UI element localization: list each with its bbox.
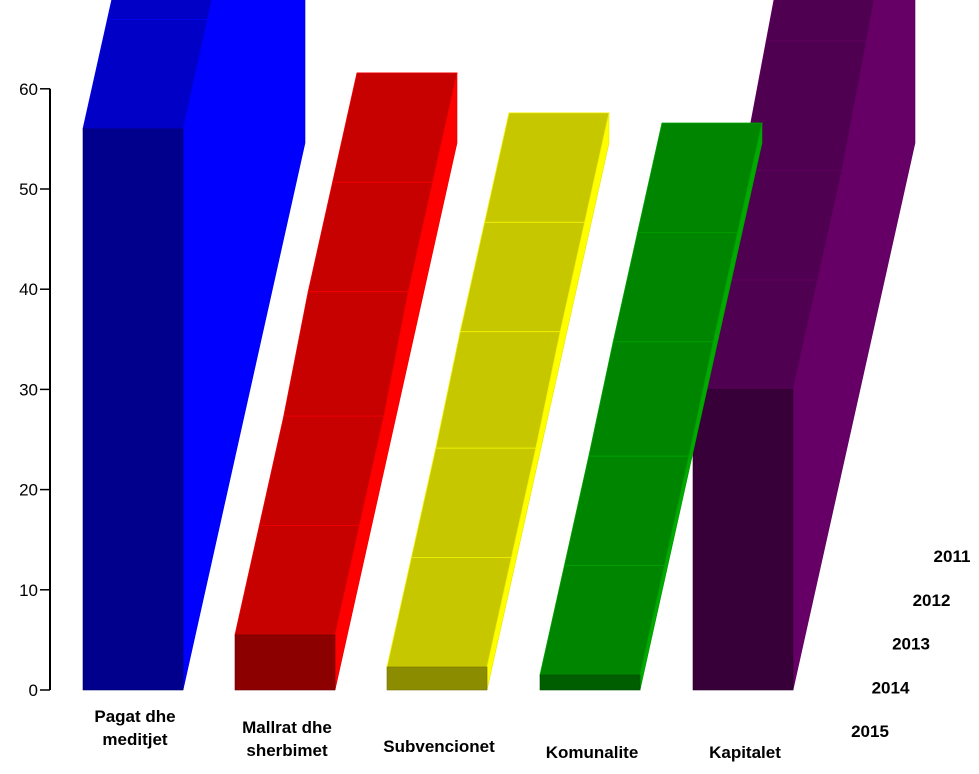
depth-labels: 2015 2014 2013 2012 2011 xyxy=(851,547,970,741)
bar-komunalite xyxy=(539,122,763,691)
y-tick-label: 0 xyxy=(29,681,38,700)
bars xyxy=(82,0,916,691)
series-label-2013: 2013 xyxy=(892,635,930,654)
category-label: Komunalite xyxy=(546,743,639,762)
category-label: Kapitalet xyxy=(709,743,781,762)
category-label: Pagat dhe xyxy=(94,707,175,726)
bar-front-face xyxy=(692,389,794,691)
y-axis: 0 10 20 30 40 50 60 xyxy=(19,80,51,700)
category-label: sherbimet xyxy=(246,741,328,760)
y-tick-label: 40 xyxy=(19,280,38,299)
y-tick-label: 10 xyxy=(19,581,38,600)
bar-front-face xyxy=(539,674,641,691)
bar-front-face xyxy=(386,666,488,691)
bar-subvencionet xyxy=(386,112,610,691)
y-tick-label: 20 xyxy=(19,481,38,500)
y-tick-label: 60 xyxy=(19,80,38,99)
series-label-2011: 2011 xyxy=(934,547,971,566)
category-labels: Pagat dhe meditjet Mallrat dhe sherbimet Sub… xyxy=(94,707,781,762)
bar-mallrat-dhe-sherbimet xyxy=(234,72,458,691)
series-label-2015: 2015 xyxy=(851,722,889,741)
bar-pagat-dhe-meditjet xyxy=(82,0,306,691)
bar-front-face xyxy=(82,128,184,691)
category-label: meditjet xyxy=(102,730,168,749)
bar-kapitalet xyxy=(692,0,916,691)
y-tick-label: 30 xyxy=(19,380,38,399)
y-tick-label: 50 xyxy=(19,180,38,199)
category-label: Subvencionet xyxy=(383,737,495,756)
bar-front-face xyxy=(234,634,336,691)
series-label-2012: 2012 xyxy=(913,591,951,610)
category-label: Mallrat dhe xyxy=(242,718,332,737)
series-label-2014: 2014 xyxy=(872,678,910,697)
